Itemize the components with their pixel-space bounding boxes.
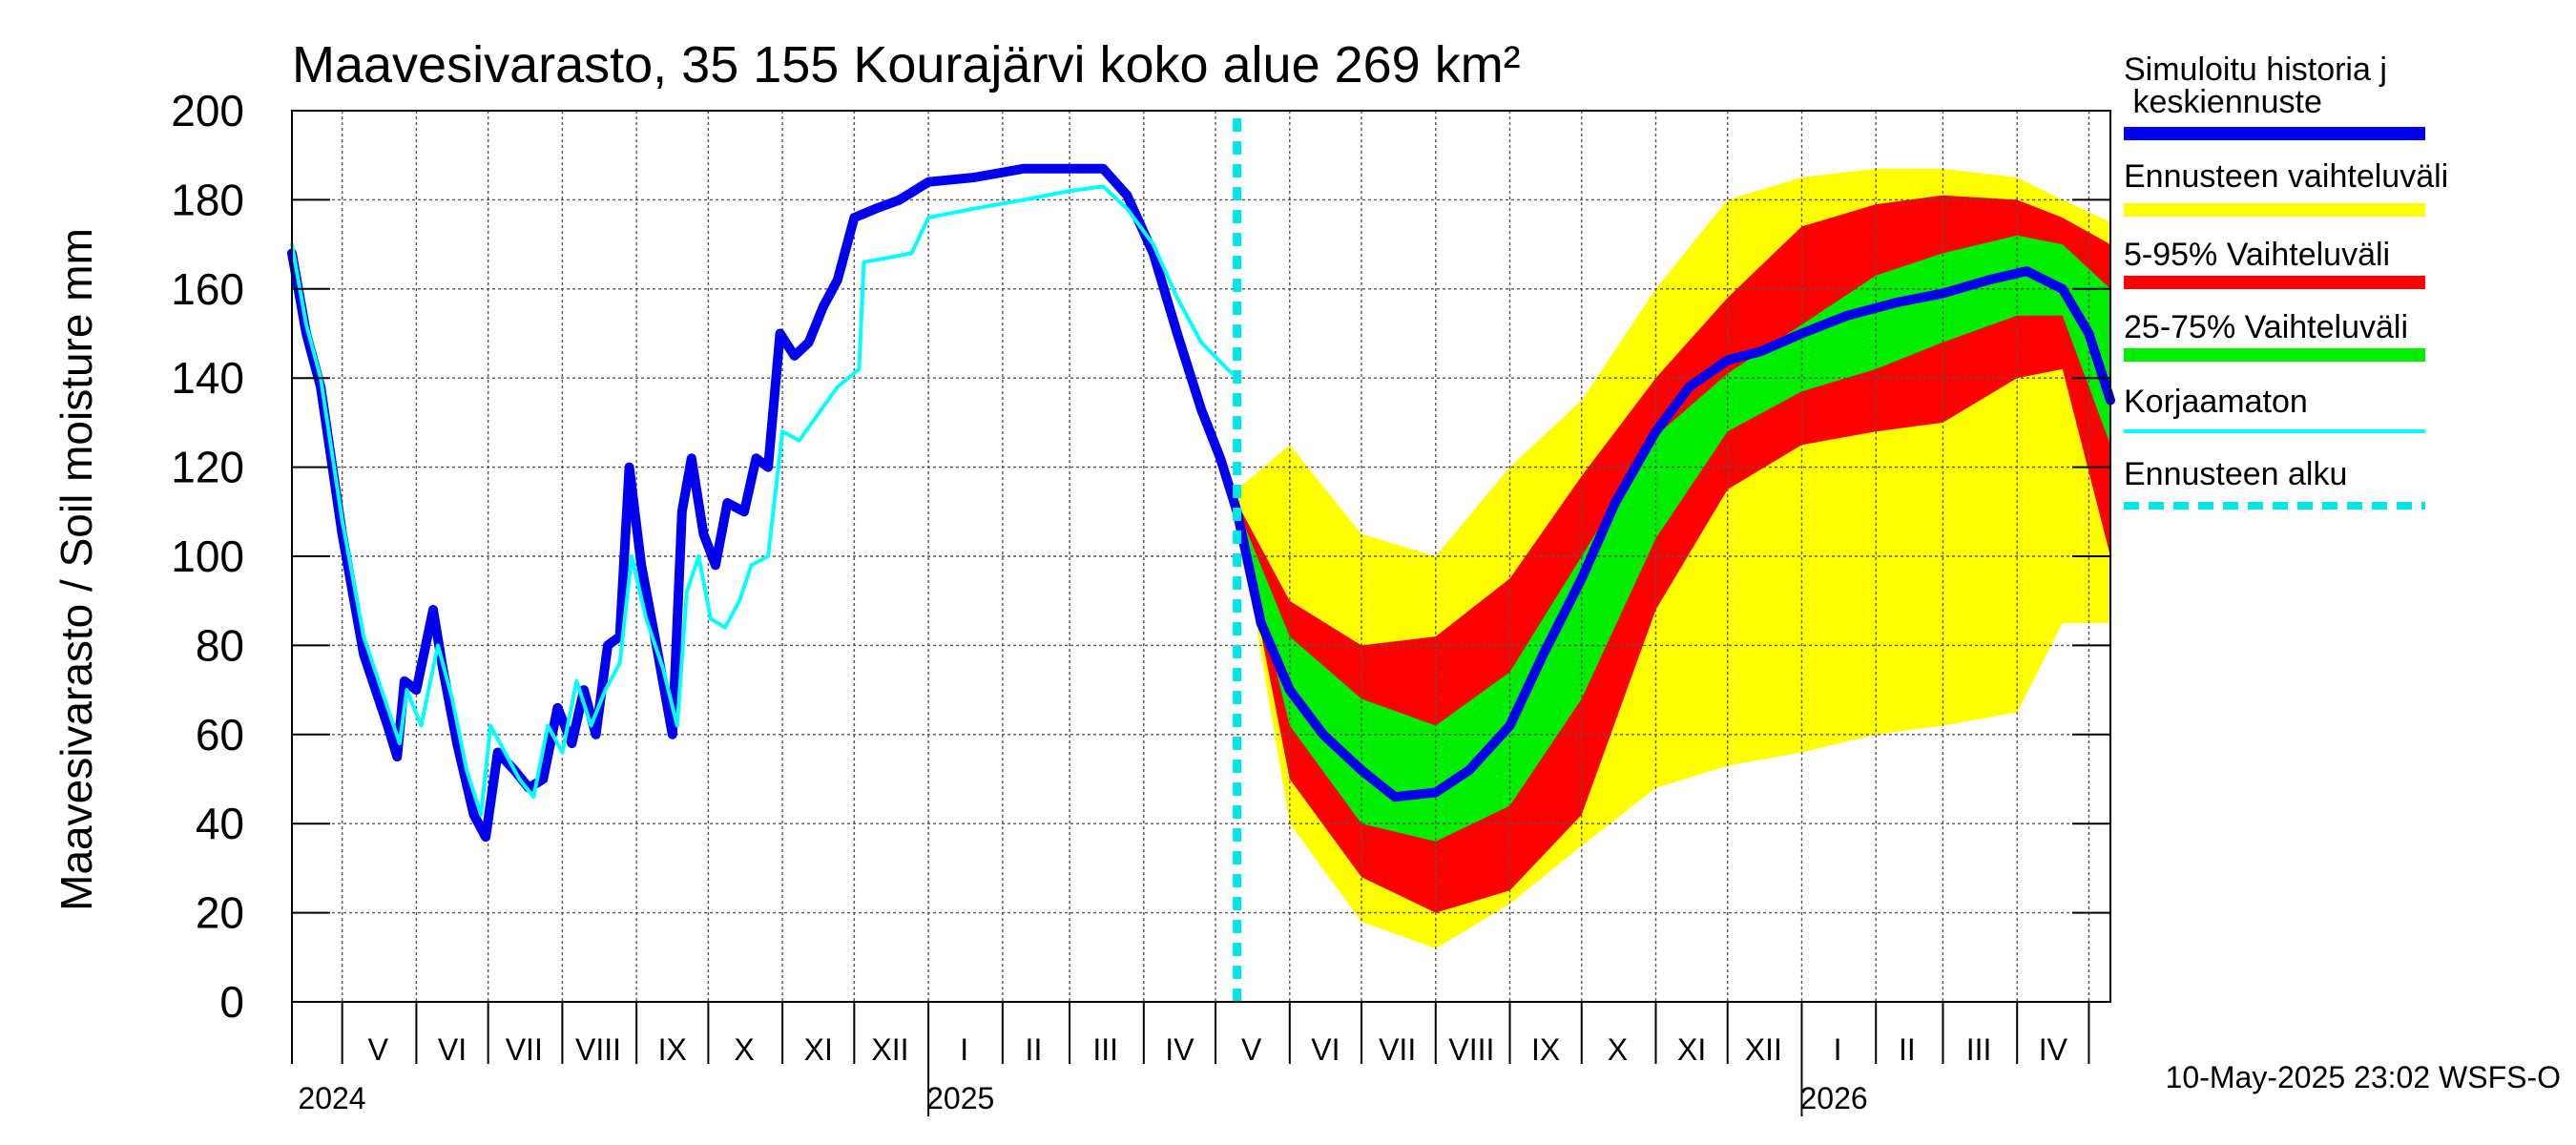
band-2 — [1236, 235, 2110, 842]
ytick-label-7: 140 — [171, 353, 244, 403]
month-label-14: VII — [1379, 1032, 1416, 1067]
month-label-17: X — [1608, 1032, 1628, 1067]
year-label-0: 2024 — [298, 1081, 365, 1115]
month-label-0: V — [368, 1032, 389, 1067]
month-label-8: I — [960, 1032, 968, 1067]
month-label-15: VIII — [1448, 1032, 1494, 1067]
ytick-label-2: 40 — [196, 799, 244, 848]
month-label-21: II — [1899, 1032, 1916, 1067]
plot-frame — [291, 110, 2111, 1003]
month-label-20: I — [1834, 1032, 1842, 1067]
ytick-label-6: 120 — [171, 443, 244, 492]
month-label-4: IX — [658, 1032, 687, 1067]
ytick-label-5: 100 — [171, 531, 244, 581]
ytick-label-10: 200 — [171, 86, 244, 135]
ytick-label-1: 20 — [196, 888, 244, 938]
legend-label-4: Korjaamaton — [2124, 384, 2308, 420]
ytick-label-4: 80 — [196, 620, 244, 670]
month-label-11: IV — [1165, 1032, 1195, 1067]
month-label-5: X — [734, 1032, 754, 1067]
legend-label-5: Ennusteen alku — [2124, 456, 2347, 492]
chart-title: Maavesivarasto, 35 155 Kourajärvi koko a… — [292, 36, 1521, 94]
month-label-3: VIII — [575, 1032, 621, 1067]
legend-label-2: 5-95% Vaihteluväli — [2124, 237, 2390, 273]
month-label-18: XI — [1677, 1032, 1706, 1067]
line-uncorrected — [290, 184, 1239, 817]
month-label-2: VII — [506, 1032, 543, 1067]
month-label-22: III — [1966, 1032, 1992, 1067]
legend-label-1: Ennusteen vaihteluväli — [2124, 158, 2448, 195]
month-label-7: XII — [871, 1032, 908, 1067]
ytick-label-9: 180 — [171, 175, 244, 224]
month-label-6: XI — [804, 1032, 833, 1067]
month-label-1: VI — [438, 1032, 467, 1067]
ytick-label-0: 0 — [219, 977, 244, 1027]
legend-label-0-line1: Simuloitu historia j — [2124, 52, 2387, 88]
month-label-9: II — [1026, 1032, 1043, 1067]
year-label-2: 2026 — [1799, 1081, 1867, 1115]
footer-timestamp: 10-May-2025 23:02 WSFS-O — [2166, 1060, 2561, 1094]
month-label-12: V — [1241, 1032, 1262, 1067]
line-simulated — [287, 163, 2115, 843]
legend: Simuloitu historia j keskiennuste Ennuste… — [2124, 52, 2448, 510]
legend-label-3: 25-75% Vaihteluväli — [2124, 309, 2408, 345]
month-label-19: XII — [1745, 1032, 1782, 1067]
month-label-10: III — [1092, 1032, 1118, 1067]
y-axis-label: Maavesivarasto / Soil moisture mm — [52, 228, 101, 911]
month-label-23: IV — [2039, 1032, 2068, 1067]
year-label-1: 2025 — [926, 1081, 994, 1115]
month-label-13: VI — [1311, 1032, 1340, 1067]
legend-label-0-line2: keskiennuste — [2124, 84, 2322, 120]
legend-label-0: Simuloitu historia j keskiennuste — [2124, 52, 2387, 120]
ytick-label-8: 160 — [171, 264, 244, 314]
forecast-bands — [1236, 168, 2110, 948]
data-lines — [287, 118, 2115, 1002]
ytick-label-3: 60 — [196, 710, 244, 760]
month-label-16: IX — [1531, 1032, 1560, 1067]
